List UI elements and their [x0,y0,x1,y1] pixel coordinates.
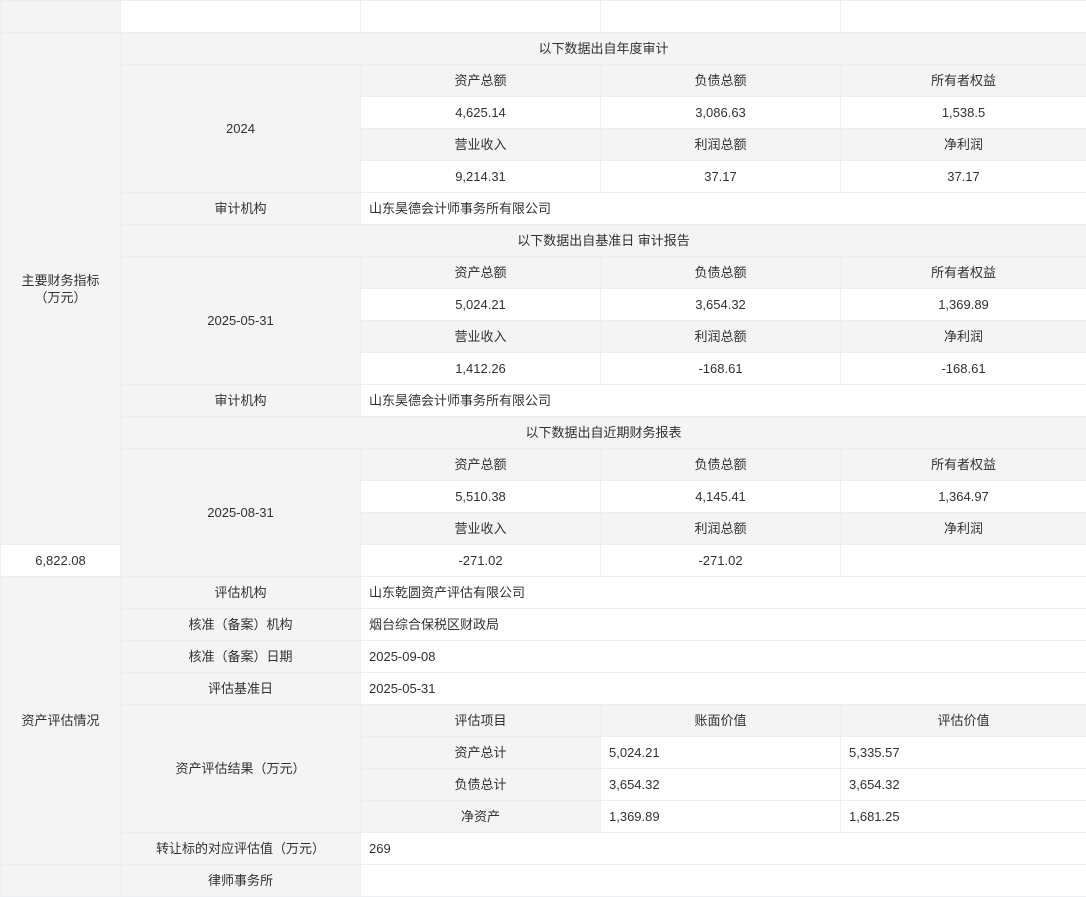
appraisal-result-header-book-value: 账面价值 [601,705,841,737]
appraisal-label-benchmark-date: 评估基准日 [121,673,361,705]
appraisal-row-benchmark-date: 评估基准日 2025-05-31 [1,673,1086,705]
metric-value-total-profit: -168.61 [601,353,841,385]
appraisal-result-item-total-liabilities: 负债总计 [361,769,601,801]
metric-header-owners-equity: 所有者权益 [841,65,1086,97]
appraisal-result-header-row: 资产评估结果（万元） 评估项目 账面价值 评估价值 [1,705,1086,737]
appraisal-value-law-firm [361,865,1086,897]
metrics-header-row-20250531-a: 2025-05-31 资产总额 负债总额 所有者权益 [1,257,1086,289]
auditor-label-2024: 审计机构 [121,193,361,225]
auditor-value-20250531: 山东昊德会计师事务所有限公司 [361,385,1086,417]
metric-value-net-profit: -271.02 [601,545,841,577]
metric-header-total-profit: 利润总额 [601,129,841,161]
metric-header-operating-revenue: 营业收入 [361,129,601,161]
metric-value-total-assets: 5,024.21 [361,289,601,321]
metric-value-total-profit: -271.02 [361,545,601,577]
clipped-cell-label [1,1,121,33]
appraisal-result-header-appraised-value: 评估价值 [841,705,1086,737]
band-title-row-recent-statements: 以下数据出自近期财务报表 [1,417,1086,449]
appraisal-label-law-firm: 律师事务所 [121,865,361,897]
metric-value-total-liabilities: 4,145.41 [601,481,841,513]
clipped-cell-d [841,1,1086,33]
metric-value-net-profit: 37.17 [841,161,1086,193]
metric-header-net-profit: 净利润 [841,513,1086,545]
appraisal-result-book-net-assets: 1,369.89 [601,801,841,833]
metric-header-net-profit: 净利润 [841,321,1086,353]
metric-value-total-assets: 4,625.14 [361,97,601,129]
appraisal-result-book-total-assets: 5,024.21 [601,737,841,769]
metric-header-total-liabilities: 负债总额 [601,449,841,481]
metric-header-total-assets: 资产总额 [361,449,601,481]
appraisal-result-header-item: 评估项目 [361,705,601,737]
metric-value-operating-revenue: 9,214.31 [361,161,601,193]
row-label-law-firm-spacer [1,865,121,897]
metric-value-operating-revenue: 1,412.26 [361,353,601,385]
appraisal-result-book-total-liabilities: 3,654.32 [601,769,841,801]
appraisal-row-law-firm: 律师事务所 [1,865,1086,897]
metric-value-total-liabilities: 3,086.63 [601,97,841,129]
metric-value-net-profit: -168.61 [841,353,1086,385]
auditor-row-2024: 审计机构 山东昊德会计师事务所有限公司 [1,193,1086,225]
appraisal-row-agency: 资产评估情况 评估机构 山东乾圆资产评估有限公司 [1,577,1086,609]
metrics-header-row-2024-a: 2024 资产总额 负债总额 所有者权益 [1,65,1086,97]
auditor-label-20250531: 审计机构 [121,385,361,417]
period-cell-2024: 2024 [121,65,361,193]
period-cell-2025-05-31: 2025-05-31 [121,257,361,385]
metric-value-total-profit: 37.17 [601,161,841,193]
clipped-cell-c [601,1,841,33]
metric-header-operating-revenue: 营业收入 [361,513,601,545]
metric-value-owners-equity: 1,538.5 [841,97,1086,129]
appraisal-value-transfer-value: 269 [361,833,1086,865]
metric-header-total-liabilities: 负债总额 [601,65,841,97]
metric-header-total-assets: 资产总额 [361,65,601,97]
metric-header-operating-revenue: 营业收入 [361,321,601,353]
appraisal-result-item-net-assets: 净资产 [361,801,601,833]
metric-value-owners-equity: 1,369.89 [841,289,1086,321]
metric-header-owners-equity: 所有者权益 [841,257,1086,289]
metric-header-total-assets: 资产总额 [361,257,601,289]
appraisal-result-item-total-assets: 资产总计 [361,737,601,769]
appraisal-result-appraised-total-assets: 5,335.57 [841,737,1086,769]
row-label-main-financial-indicators: 主要财务指标 （万元） [1,33,121,545]
appraisal-label-transfer-value: 转让标的对应评估值（万元） [121,833,361,865]
appraisal-result-appraised-net-assets: 1,681.25 [841,801,1086,833]
appraisal-result-appraised-total-liabilities: 3,654.32 [841,769,1086,801]
appraisal-value-approval-date: 2025-09-08 [361,641,1086,673]
band-title-benchmark-audit: 以下数据出自基准日 审计报告 [121,225,1086,257]
appraisal-row-approval-authority: 核准（备案）机构 烟台综合保税区财政局 [1,609,1086,641]
appraisal-row-transfer-value: 转让标的对应评估值（万元） 269 [1,833,1086,865]
appraisal-row-approval-date: 核准（备案）日期 2025-09-08 [1,641,1086,673]
row-label-asset-appraisal: 资产评估情况 [1,577,121,865]
metric-header-total-profit: 利润总额 [601,321,841,353]
band-title-recent-statements: 以下数据出自近期财务报表 [121,417,1086,449]
appraisal-label-agency: 评估机构 [121,577,361,609]
band-title-row-annual-audit: 主要财务指标 （万元） 以下数据出自年度审计 [1,33,1086,65]
metric-value-total-liabilities: 3,654.32 [601,289,841,321]
metric-value-owners-equity: 1,364.97 [841,481,1086,513]
clipped-top-row [1,1,1086,33]
period-cell-2025-08-31: 2025-08-31 [121,449,361,577]
metrics-header-row-20250831-a: 2025-08-31 资产总额 负债总额 所有者权益 [1,449,1086,481]
appraisal-value-approval-authority: 烟台综合保税区财政局 [361,609,1086,641]
appraisal-result-label: 资产评估结果（万元） [121,705,361,833]
auditor-value-2024: 山东昊德会计师事务所有限公司 [361,193,1086,225]
appraisal-label-approval-date: 核准（备案）日期 [121,641,361,673]
appraisal-value-benchmark-date: 2025-05-31 [361,673,1086,705]
metric-header-net-profit: 净利润 [841,129,1086,161]
auditor-row-20250531: 审计机构 山东昊德会计师事务所有限公司 [1,385,1086,417]
appraisal-value-agency: 山东乾圆资产评估有限公司 [361,577,1086,609]
clipped-cell-a [121,1,361,33]
metric-header-total-profit: 利润总额 [601,513,841,545]
appraisal-label-approval-authority: 核准（备案）机构 [121,609,361,641]
clipped-cell-b [361,1,601,33]
metric-header-owners-equity: 所有者权益 [841,449,1086,481]
metric-value-operating-revenue: 6,822.08 [1,545,121,577]
metric-value-total-assets: 5,510.38 [361,481,601,513]
metric-header-total-liabilities: 负债总额 [601,257,841,289]
band-title-annual-audit: 以下数据出自年度审计 [121,33,1086,65]
row-label-line2: （万元） [9,289,112,306]
row-label-line1: 主要财务指标 [9,272,112,289]
band-title-row-benchmark-audit: 以下数据出自基准日 审计报告 [1,225,1086,257]
